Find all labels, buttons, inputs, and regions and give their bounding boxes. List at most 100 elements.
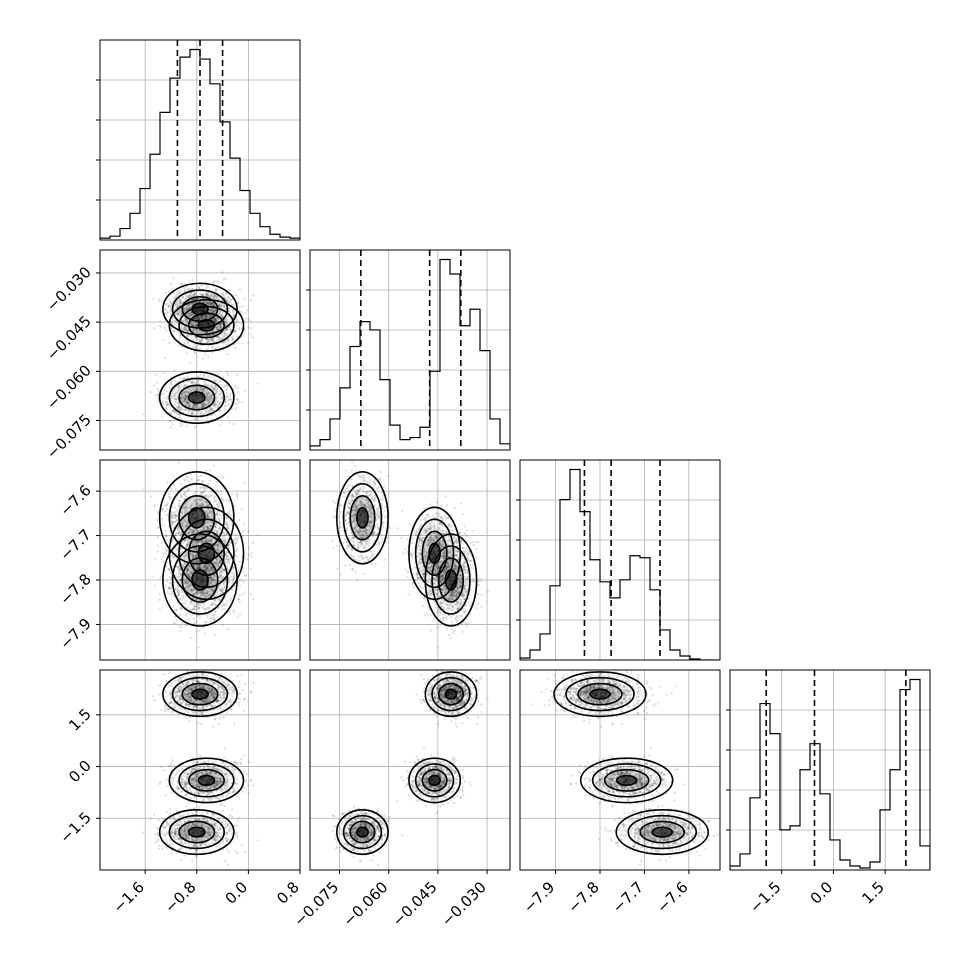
sample-point <box>219 309 222 313</box>
sample-point <box>203 488 207 491</box>
sample-point <box>163 547 167 550</box>
sample-point <box>197 330 200 333</box>
sample-point <box>202 293 205 297</box>
sample-point <box>180 397 183 401</box>
sample-point <box>199 474 203 477</box>
sample-point <box>203 524 206 527</box>
sample-point <box>213 524 217 527</box>
sample-point <box>215 512 218 516</box>
sample-point <box>198 591 201 594</box>
sample-point <box>212 333 215 337</box>
sample-point <box>186 330 189 333</box>
sample-point <box>183 391 187 394</box>
sample-point <box>176 401 179 405</box>
sample-point <box>186 543 189 547</box>
sample-point <box>186 489 189 492</box>
sample-point <box>218 311 221 314</box>
sample-point <box>188 280 191 283</box>
sample-point <box>199 567 202 570</box>
sample-point <box>220 304 223 308</box>
sample-point <box>215 296 218 299</box>
sample-point <box>191 302 194 305</box>
sample-point <box>214 603 217 607</box>
sample-point <box>215 558 218 561</box>
sample-point <box>209 408 213 411</box>
sample-point <box>211 304 215 307</box>
sample-point <box>180 496 183 499</box>
sample-point <box>214 538 217 542</box>
sample-point <box>187 568 190 572</box>
sample-point <box>174 534 177 537</box>
sample-point <box>164 307 167 311</box>
sample-point <box>220 314 224 317</box>
sample-point <box>175 518 178 521</box>
sample-point <box>159 310 163 313</box>
sample-point <box>172 513 175 516</box>
sample-point <box>233 538 236 541</box>
sample-point <box>179 597 182 600</box>
sample-point <box>209 314 212 318</box>
sample-point <box>162 555 165 559</box>
sample-point <box>207 302 211 305</box>
sample-point <box>172 319 176 322</box>
sample-point <box>182 319 185 323</box>
sample-point <box>177 594 180 597</box>
sample-point <box>179 408 183 411</box>
sample-point <box>214 518 218 521</box>
sample-point <box>207 482 210 486</box>
sample-point <box>179 377 182 380</box>
sample-point <box>190 381 193 384</box>
sample-point <box>173 410 176 413</box>
sample-point <box>182 326 186 329</box>
sample-point <box>224 277 227 280</box>
sample-point <box>219 305 223 308</box>
sample-point <box>163 326 166 330</box>
sample-point <box>226 395 229 399</box>
sample-point <box>209 303 213 306</box>
sample-point <box>218 550 221 553</box>
sample-point <box>207 402 211 406</box>
sample-point <box>194 346 197 349</box>
sample-point <box>203 500 207 504</box>
sample-point <box>204 315 207 318</box>
sample-point <box>175 532 179 535</box>
sample-point <box>193 350 196 353</box>
sample-point <box>216 547 220 550</box>
sample-point <box>238 579 241 582</box>
sample-point <box>187 287 191 291</box>
sample-point <box>187 531 190 535</box>
sample-point <box>174 411 177 414</box>
sample-point <box>159 320 162 323</box>
sample-point <box>183 408 187 411</box>
sample-point <box>191 298 194 302</box>
sample-point <box>220 553 224 556</box>
sample-point <box>178 625 182 628</box>
sample-point <box>249 592 253 596</box>
sample-point <box>189 529 193 533</box>
sample-point <box>214 308 218 311</box>
sample-point <box>216 590 220 594</box>
sample-point <box>225 389 228 392</box>
sample-point <box>162 389 165 392</box>
sample-point <box>198 292 202 296</box>
sample-point <box>165 404 169 407</box>
sample-point <box>195 323 198 326</box>
sample-point <box>208 384 212 387</box>
sample-point <box>165 508 169 511</box>
sample-point <box>173 524 177 527</box>
sample-point <box>252 597 255 601</box>
sample-point <box>194 591 197 594</box>
sample-point <box>200 405 203 409</box>
sample-point <box>213 384 217 388</box>
sample-point <box>206 302 209 305</box>
sample-point <box>213 294 217 297</box>
sample-point <box>191 556 195 559</box>
sample-point <box>200 284 203 287</box>
sample-point <box>198 564 201 568</box>
sample-point <box>190 313 193 317</box>
sample-point <box>200 339 204 343</box>
sample-point <box>177 384 180 388</box>
sample-point <box>182 306 186 310</box>
sample-point <box>189 306 192 309</box>
sample-point <box>211 566 214 569</box>
